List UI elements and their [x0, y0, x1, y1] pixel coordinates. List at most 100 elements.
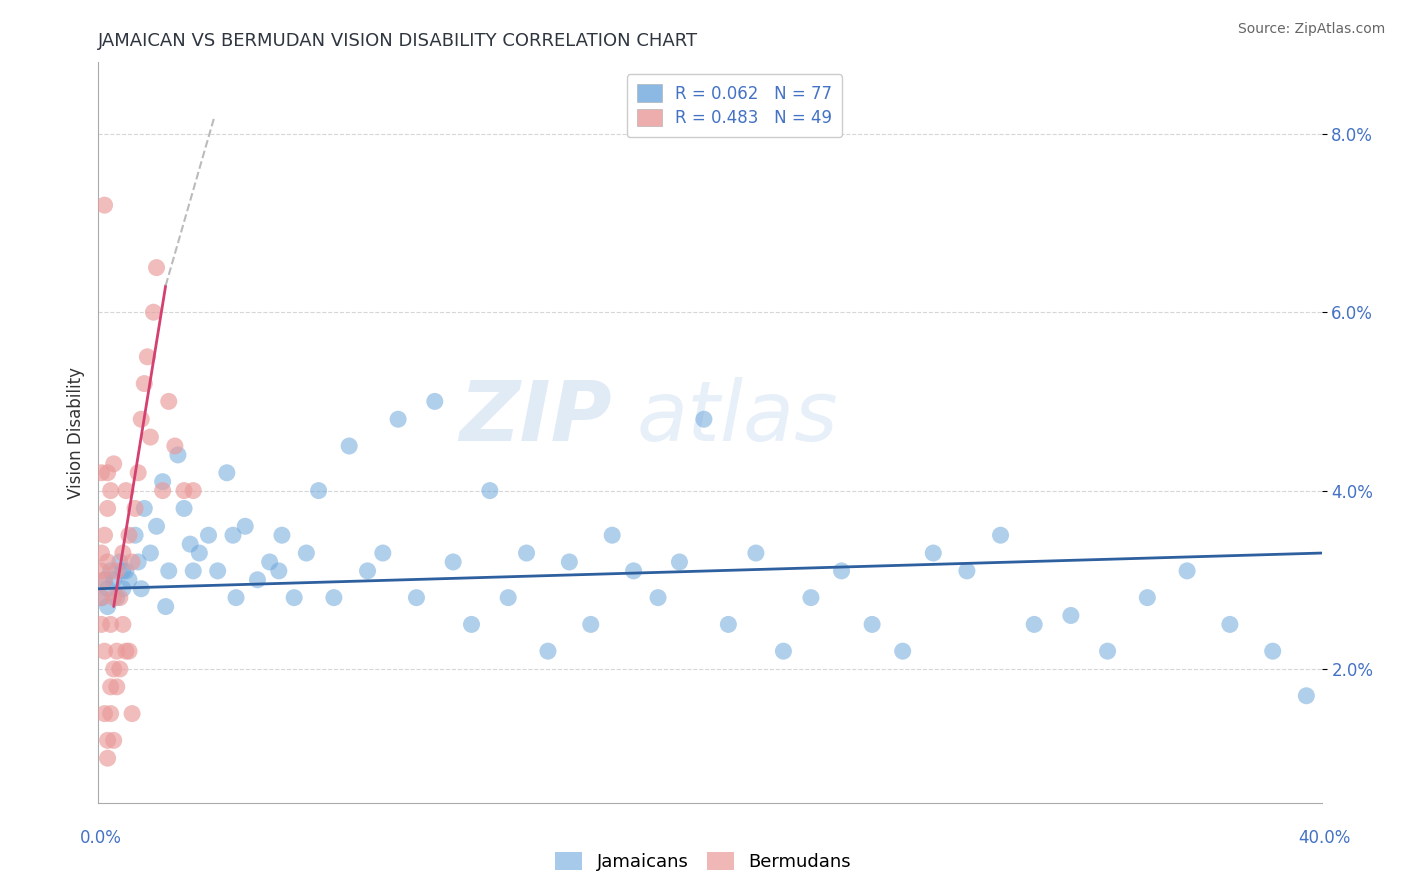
Point [215, 466, 238, 480]
Point [90, 591, 112, 605]
Point [108, 591, 131, 605]
Point [115, 564, 138, 578]
Point [111, 546, 134, 560]
Point [97, 582, 120, 596]
Point [496, 591, 519, 605]
Point [441, 555, 464, 569]
Point [100, 680, 122, 694]
Point [225, 591, 247, 605]
Point [105, 680, 128, 694]
Point [103, 662, 125, 676]
Point [115, 483, 138, 498]
Text: ZIP: ZIP [460, 377, 612, 458]
Point [1261, 644, 1284, 658]
Point [600, 528, 623, 542]
Point [157, 564, 180, 578]
Point [134, 376, 156, 391]
Point [108, 662, 131, 676]
Point [537, 644, 560, 658]
Point [118, 528, 141, 542]
Text: JAMAICAN VS BERMUDAN VISION DISABILITY CORRELATION CHART: JAMAICAN VS BERMUDAN VISION DISABILITY C… [98, 32, 699, 50]
Point [283, 591, 305, 605]
Point [97, 751, 120, 765]
Point [179, 537, 201, 551]
Point [145, 519, 167, 533]
Point [308, 483, 330, 498]
Point [129, 582, 152, 596]
Point [97, 599, 120, 614]
Point [1097, 644, 1119, 658]
Point [222, 528, 245, 542]
Point [173, 483, 195, 498]
Point [405, 591, 427, 605]
Point [100, 706, 122, 721]
Point [1219, 617, 1241, 632]
Point [118, 644, 141, 658]
Text: 0.0%: 0.0% [80, 829, 122, 847]
Point [103, 573, 125, 587]
Point [387, 412, 409, 426]
Point [111, 582, 134, 596]
Point [108, 555, 131, 569]
Point [246, 573, 269, 587]
Point [124, 501, 146, 516]
Point [197, 528, 219, 542]
Point [103, 733, 125, 747]
Point [121, 555, 143, 569]
Point [90, 617, 112, 632]
Point [181, 564, 204, 578]
Text: Source: ZipAtlas.com: Source: ZipAtlas.com [1237, 22, 1385, 37]
Point [97, 501, 120, 516]
Point [163, 439, 186, 453]
Point [1136, 591, 1159, 605]
Point [772, 644, 794, 658]
Point [105, 564, 128, 578]
Point [356, 564, 378, 578]
Point [145, 260, 167, 275]
Point [516, 546, 538, 560]
Point [127, 466, 149, 480]
Point [97, 555, 120, 569]
Point [233, 519, 256, 533]
Point [136, 350, 159, 364]
Point [831, 564, 853, 578]
Point [259, 555, 281, 569]
Point [152, 483, 174, 498]
Point [322, 591, 344, 605]
Point [100, 617, 122, 632]
Point [129, 412, 152, 426]
Point [105, 644, 128, 658]
Point [100, 483, 122, 498]
Point [173, 501, 195, 516]
Point [270, 528, 292, 542]
Point [337, 439, 360, 453]
Point [558, 555, 581, 569]
Point [891, 644, 914, 658]
Point [267, 564, 290, 578]
Point [423, 394, 446, 409]
Point [956, 564, 979, 578]
Point [93, 573, 115, 587]
Point [1175, 564, 1198, 578]
Point [1060, 608, 1083, 623]
Point [127, 555, 149, 569]
Legend: Jamaicans, Bermudans: Jamaicans, Bermudans [548, 845, 858, 879]
Text: 40.0%: 40.0% [1298, 829, 1351, 847]
Point [155, 599, 177, 614]
Point [693, 412, 716, 426]
Point [990, 528, 1012, 542]
Point [157, 394, 180, 409]
Point [111, 617, 134, 632]
Point [800, 591, 823, 605]
Point [717, 617, 740, 632]
Legend: R = 0.062   N = 77, R = 0.483   N = 49: R = 0.062 N = 77, R = 0.483 N = 49 [627, 74, 842, 137]
Point [115, 644, 138, 658]
Point [139, 546, 162, 560]
Point [90, 564, 112, 578]
Point [142, 305, 165, 319]
Point [188, 546, 211, 560]
Point [1295, 689, 1317, 703]
Point [100, 564, 122, 578]
Point [181, 483, 204, 498]
Text: atlas: atlas [637, 377, 838, 458]
